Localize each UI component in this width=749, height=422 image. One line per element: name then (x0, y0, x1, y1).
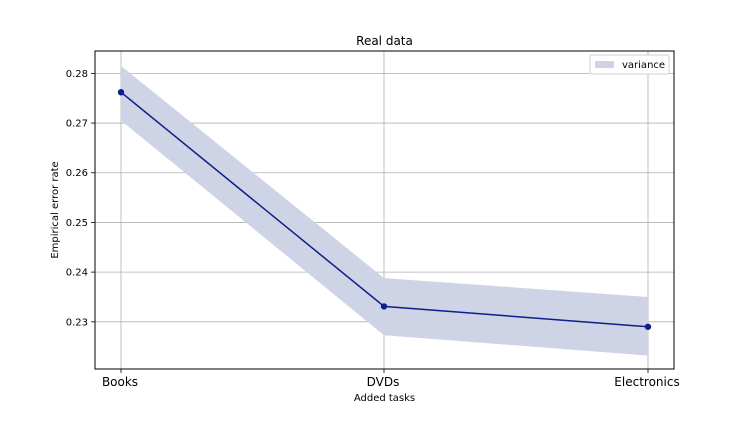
legend: variance (589, 54, 670, 75)
data-point (117, 89, 125, 96)
y-tick-label: 0.26 (66, 168, 88, 179)
data-point (380, 303, 388, 310)
variance-band (121, 65, 648, 356)
y-tick-label: 0.28 (66, 69, 88, 80)
y-axis-ticks: 0.23 0.24 0.25 0.26 0.27 0.28 (66, 69, 95, 328)
y-tick-label: 0.27 (66, 119, 88, 130)
x-axis-ticks: Books DVDs Electronics (102, 369, 680, 389)
chart-title: Real data (356, 34, 413, 48)
y-tick-label: 0.23 (66, 317, 88, 328)
legend-box (589, 54, 670, 75)
plot-frame (94, 50, 675, 370)
y-tick-label: 0.25 (66, 218, 88, 229)
y-axis-label: Empirical error rate (50, 161, 61, 258)
data-point (644, 323, 652, 330)
legend-label: variance (622, 60, 665, 71)
x-tick-label: Electronics (614, 375, 679, 389)
x-tick-label: DVDs (367, 375, 400, 389)
data-points (117, 89, 652, 330)
x-axis-label: Added tasks (354, 393, 415, 404)
legend-swatch (595, 61, 614, 68)
x-tick-label: Books (102, 375, 138, 389)
y-tick-label: 0.24 (66, 268, 88, 279)
